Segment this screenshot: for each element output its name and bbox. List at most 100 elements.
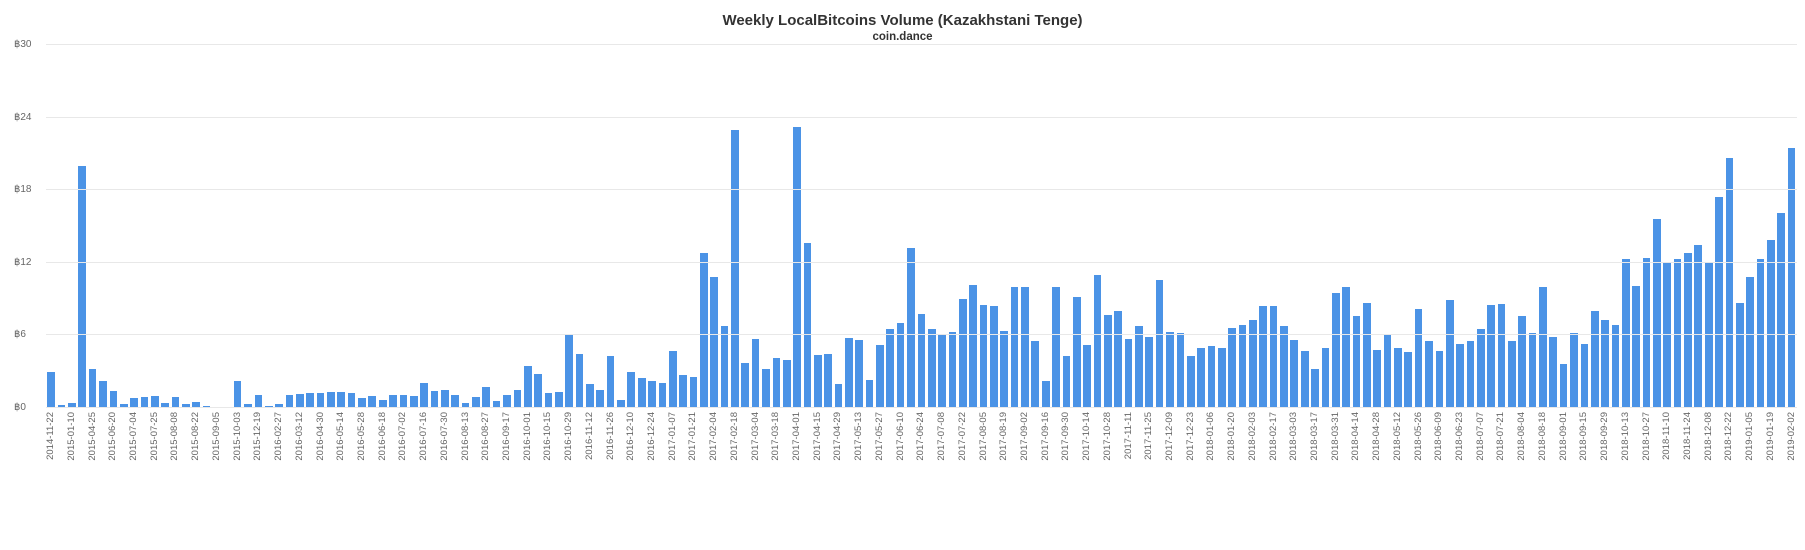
bar[interactable]	[1238, 324, 1247, 408]
bar[interactable]	[1476, 329, 1485, 408]
bar[interactable]	[1653, 219, 1661, 408]
bar[interactable]	[1590, 311, 1599, 408]
bar[interactable]	[1093, 274, 1102, 408]
bar[interactable]	[306, 393, 314, 408]
bar[interactable]	[1321, 347, 1330, 408]
bar[interactable]	[1166, 331, 1174, 408]
bar[interactable]	[399, 394, 408, 408]
bar[interactable]	[1642, 257, 1651, 408]
bar[interactable]	[1197, 347, 1205, 408]
bar[interactable]	[1104, 314, 1112, 408]
bar[interactable]	[1300, 351, 1309, 408]
bar[interactable]	[917, 313, 926, 408]
bar[interactable]	[47, 371, 56, 408]
bar[interactable]	[606, 355, 615, 408]
bar[interactable]	[358, 398, 366, 408]
bar[interactable]	[1186, 355, 1195, 408]
bar[interactable]	[565, 335, 573, 408]
bar[interactable]	[1559, 364, 1568, 408]
bar[interactable]	[689, 376, 698, 408]
bar[interactable]	[1155, 279, 1164, 408]
bar[interactable]	[927, 329, 936, 408]
bar[interactable]	[1756, 259, 1765, 408]
bar[interactable]	[368, 395, 377, 408]
bar[interactable]	[1352, 316, 1361, 408]
bar[interactable]	[1528, 332, 1537, 408]
bar[interactable]	[1062, 355, 1071, 408]
bar[interactable]	[544, 393, 553, 408]
bar[interactable]	[845, 337, 853, 408]
bar[interactable]	[855, 340, 864, 408]
bar[interactable]	[1083, 345, 1091, 408]
bar[interactable]	[1725, 157, 1734, 408]
bar[interactable]	[1746, 277, 1754, 408]
bar[interactable]	[720, 325, 729, 408]
bar[interactable]	[668, 351, 677, 408]
bar[interactable]	[1611, 324, 1620, 408]
bar[interactable]	[275, 403, 283, 408]
bar[interactable]	[130, 397, 138, 408]
bar[interactable]	[1269, 306, 1278, 408]
bar[interactable]	[1673, 259, 1682, 408]
bar[interactable]	[1549, 336, 1558, 408]
bar[interactable]	[88, 369, 97, 408]
bar[interactable]	[285, 394, 294, 408]
bar[interactable]	[554, 392, 563, 408]
bar[interactable]	[472, 397, 480, 408]
bar[interactable]	[1777, 213, 1786, 408]
bar[interactable]	[389, 394, 397, 408]
bar[interactable]	[886, 329, 895, 408]
bar[interactable]	[793, 127, 801, 408]
bar[interactable]	[78, 166, 87, 408]
bar[interactable]	[1694, 244, 1703, 408]
bar[interactable]	[150, 395, 159, 408]
bar[interactable]	[938, 335, 946, 408]
bar[interactable]	[1404, 352, 1413, 408]
bar[interactable]	[990, 306, 998, 408]
bar[interactable]	[140, 397, 149, 408]
bar[interactable]	[1735, 302, 1744, 408]
bar[interactable]	[1041, 381, 1050, 408]
bar[interactable]	[979, 305, 988, 408]
bar[interactable]	[1249, 319, 1257, 408]
bar[interactable]	[1072, 296, 1081, 408]
bar[interactable]	[907, 248, 915, 408]
bar[interactable]	[1145, 336, 1154, 408]
bar[interactable]	[295, 394, 304, 408]
bar[interactable]	[233, 381, 242, 408]
bar[interactable]	[1508, 341, 1516, 408]
bar[interactable]	[772, 358, 781, 408]
bar[interactable]	[378, 400, 387, 408]
bar[interactable]	[1021, 287, 1029, 408]
bar[interactable]	[627, 371, 636, 408]
bar[interactable]	[1394, 347, 1402, 408]
bar[interactable]	[1767, 239, 1775, 408]
bar[interactable]	[430, 391, 439, 408]
bar[interactable]	[1425, 341, 1433, 408]
bar[interactable]	[1342, 287, 1350, 408]
bar[interactable]	[751, 339, 760, 408]
bar[interactable]	[513, 389, 522, 408]
bar[interactable]	[68, 403, 76, 408]
bar[interactable]	[731, 129, 739, 408]
bar[interactable]	[1621, 259, 1630, 408]
bar[interactable]	[1135, 325, 1143, 408]
bar[interactable]	[1176, 332, 1185, 408]
bar[interactable]	[1414, 308, 1423, 408]
bar[interactable]	[762, 369, 770, 408]
bar[interactable]	[1000, 330, 1009, 408]
bar[interactable]	[824, 353, 832, 408]
bar[interactable]	[57, 404, 66, 408]
bar[interactable]	[171, 397, 180, 408]
bar[interactable]	[637, 377, 646, 408]
bar[interactable]	[1217, 347, 1226, 408]
bar[interactable]	[617, 399, 625, 408]
bar[interactable]	[1466, 341, 1475, 408]
bar[interactable]	[1311, 369, 1319, 408]
bar[interactable]	[1207, 346, 1216, 408]
bar[interactable]	[803, 243, 812, 408]
bar[interactable]	[876, 345, 884, 408]
bar[interactable]	[1383, 334, 1392, 408]
bar[interactable]	[575, 353, 584, 408]
bar[interactable]	[958, 299, 967, 408]
